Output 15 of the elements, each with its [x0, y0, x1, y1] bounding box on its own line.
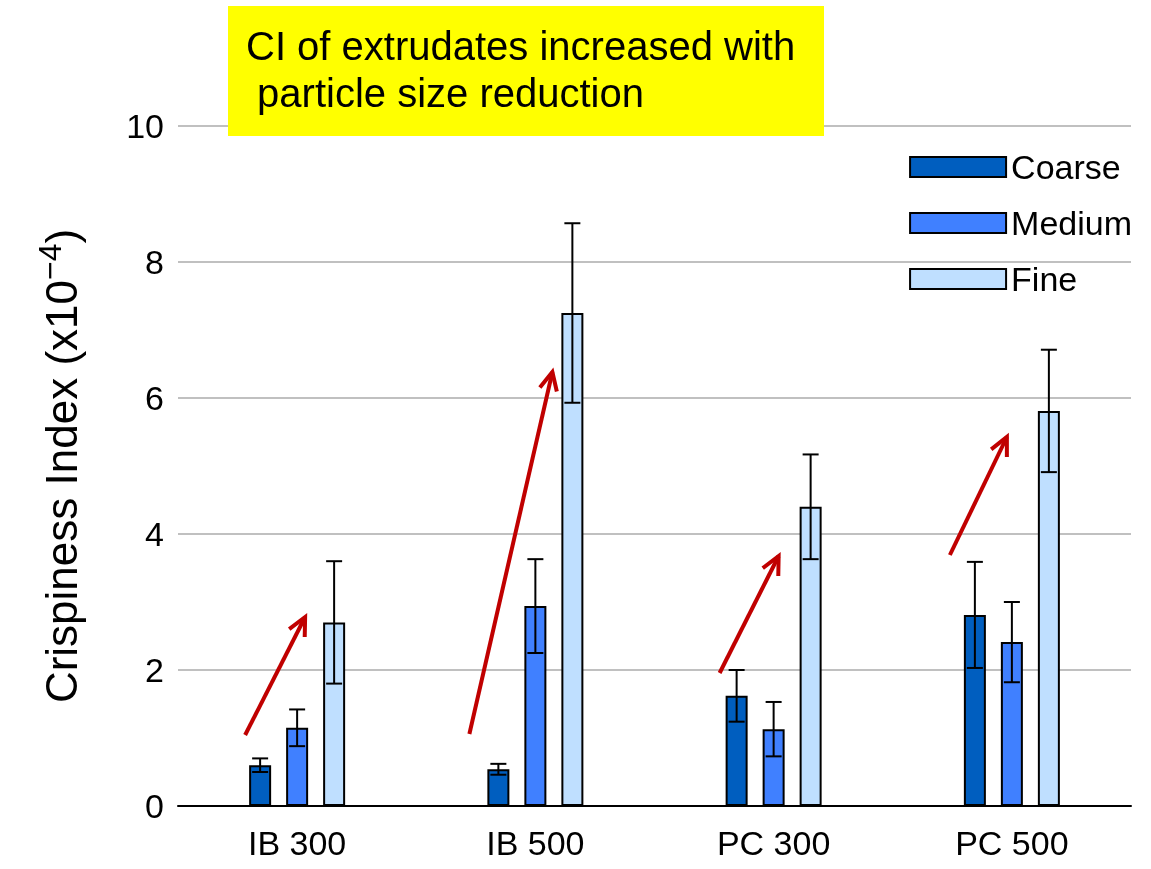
y-tick-label: 0 — [145, 787, 164, 825]
text: CI of extrudates increased with particle size reduction — [246, 23, 796, 115]
y-tick-label: 10 — [126, 107, 164, 145]
y-tick-label: 8 — [145, 243, 164, 281]
x-tick-label: PC 500 — [955, 824, 1069, 862]
x-tick-label: PC 300 — [716, 824, 831, 862]
y-tick-label: 4 — [145, 515, 164, 553]
x-tick-label: IB 300 — [247, 824, 347, 862]
x-tick-label: IB 500 — [486, 824, 585, 862]
y-tick-label: 2 — [145, 651, 164, 689]
legend-label: Fine — [1011, 260, 1078, 298]
legend-label: Coarse — [1011, 148, 1121, 186]
legend-label: Medium — [1011, 204, 1133, 242]
y-tick-label: 6 — [145, 379, 164, 417]
y-axis-title: Crispiness Index (x10−4) — [32, 228, 86, 704]
